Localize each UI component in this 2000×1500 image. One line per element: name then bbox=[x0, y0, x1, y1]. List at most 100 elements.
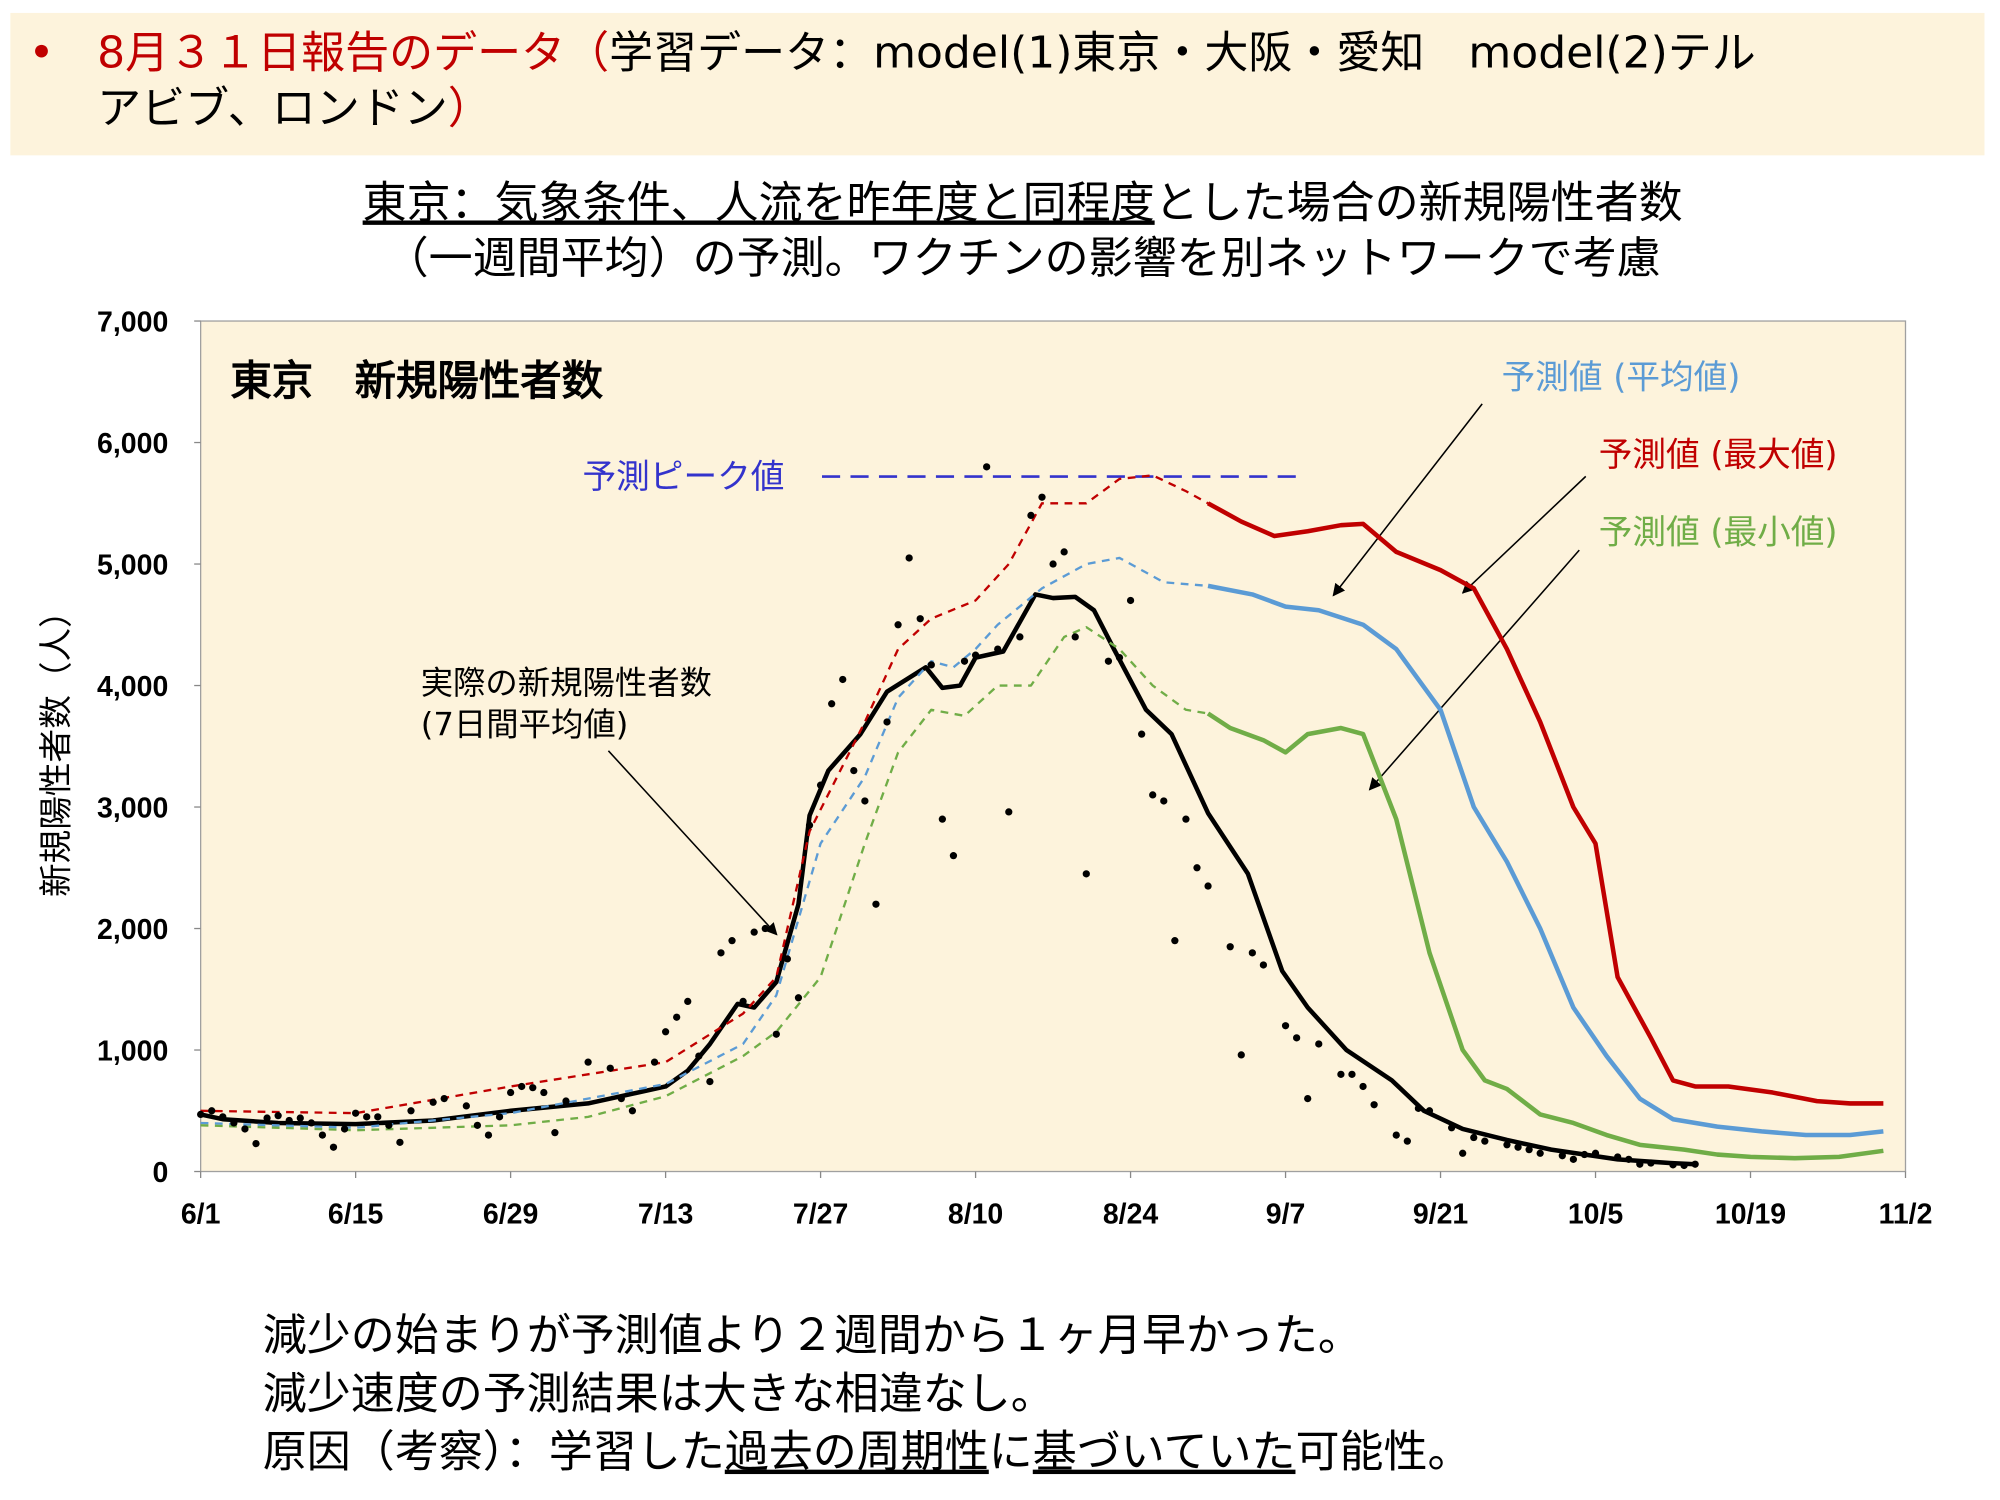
data-point bbox=[1315, 1040, 1323, 1048]
arrow bbox=[1461, 475, 1587, 594]
data-point bbox=[1470, 1133, 1478, 1142]
data-point bbox=[1160, 797, 1168, 805]
data-point bbox=[1481, 1137, 1489, 1145]
data-point bbox=[562, 1097, 570, 1105]
data-point bbox=[407, 1107, 415, 1115]
note-text-part: 減少速度の予測結果は大きな相違なし。 bbox=[263, 1368, 1055, 1419]
data-point bbox=[861, 797, 869, 805]
data-point bbox=[839, 675, 847, 684]
data-point bbox=[374, 1113, 382, 1121]
data-point bbox=[208, 1107, 216, 1115]
data-point bbox=[1425, 1107, 1434, 1115]
data-point bbox=[872, 900, 880, 908]
data-point bbox=[318, 1131, 327, 1139]
data-point bbox=[661, 1028, 670, 1036]
chart-subtitle-part: とした場合の新規陽性者数 bbox=[1155, 177, 1683, 228]
data-point bbox=[396, 1138, 404, 1146]
data-point bbox=[1149, 791, 1157, 799]
data-point bbox=[927, 661, 935, 669]
data-point bbox=[1049, 560, 1057, 568]
header-text: アビブ、ロンドン） bbox=[97, 83, 492, 134]
series-line-dashed bbox=[200, 626, 1209, 1132]
note-text: 原因（考察）：学習した過去の周期性に基づいていた可能性。 bbox=[263, 1427, 1472, 1478]
data-point bbox=[1503, 1141, 1511, 1149]
data-point bbox=[794, 994, 803, 1002]
data-point bbox=[1104, 657, 1113, 665]
data-point bbox=[673, 1013, 681, 1021]
data-point bbox=[1414, 1104, 1423, 1112]
data-point bbox=[540, 1088, 548, 1097]
data-point bbox=[296, 1114, 304, 1122]
data-point bbox=[1237, 1051, 1245, 1059]
data-point bbox=[1591, 1149, 1600, 1157]
data-point bbox=[1625, 1155, 1633, 1163]
data-point bbox=[1459, 1149, 1467, 1157]
data-point bbox=[1281, 1022, 1290, 1030]
data-point bbox=[706, 1077, 714, 1086]
x-tick-label: 11/2 bbox=[1879, 1198, 1933, 1230]
plot-area bbox=[199, 320, 1907, 1173]
data-point bbox=[650, 1058, 659, 1066]
header-text-part: 学習データ：model(1)東京・大阪・愛知 model(2)テル bbox=[609, 27, 1756, 78]
note-text: 減少速度の予測結果は大きな相違なし。 bbox=[263, 1368, 1055, 1419]
series-line bbox=[1206, 711, 1884, 1161]
data-point bbox=[617, 1094, 625, 1103]
x-tick-label: 6/29 bbox=[483, 1198, 538, 1230]
data-point bbox=[739, 997, 747, 1006]
y-tick-label: 2,000 bbox=[97, 914, 168, 946]
data-point bbox=[285, 1116, 293, 1125]
note-text-part: 原因（考察）：学習した bbox=[263, 1427, 725, 1478]
data-point bbox=[241, 1125, 249, 1133]
data-point bbox=[1403, 1137, 1411, 1145]
y-tick-label: 6,000 bbox=[97, 428, 168, 460]
data-point bbox=[1226, 943, 1234, 951]
arrow bbox=[607, 750, 778, 936]
note-text-part: に bbox=[989, 1427, 1033, 1478]
data-point bbox=[1248, 949, 1256, 957]
data-point bbox=[750, 928, 758, 936]
data-point bbox=[828, 700, 836, 708]
x-tick-label: 9/21 bbox=[1413, 1198, 1469, 1230]
data-point bbox=[197, 1110, 205, 1119]
chart-subtitle: 東京：気象条件、人流を昨年度と同程度とした場合の新規陽性者数 bbox=[363, 177, 1683, 228]
header-text: 8月３１日報告のデータ（学習データ：model(1)東京・大阪・愛知 model… bbox=[97, 27, 1756, 78]
series-label: 実際の新規陽性者数 bbox=[421, 664, 712, 702]
x-tick-label: 9/7 bbox=[1266, 1198, 1306, 1230]
y-tick-label: 5,000 bbox=[97, 549, 168, 581]
data-point bbox=[363, 1113, 371, 1121]
y-tick-label: 7,000 bbox=[97, 306, 168, 338]
data-point bbox=[1337, 1070, 1345, 1078]
data-point bbox=[1691, 1160, 1699, 1168]
data-point bbox=[883, 718, 891, 726]
note-text-part: 基づいていた bbox=[1033, 1427, 1296, 1478]
data-point bbox=[263, 1114, 271, 1122]
data-point bbox=[1669, 1161, 1677, 1169]
data-point bbox=[1016, 633, 1024, 641]
data-point bbox=[1370, 1101, 1378, 1109]
data-point bbox=[1027, 511, 1035, 520]
data-point bbox=[1580, 1150, 1589, 1159]
series-line-dashed bbox=[200, 556, 1209, 1129]
data-point bbox=[506, 1088, 515, 1097]
data-point bbox=[695, 1052, 703, 1060]
chart-title: 東京 新規陽性者数 bbox=[230, 357, 603, 405]
data-point bbox=[1447, 1124, 1456, 1132]
data-point bbox=[1348, 1070, 1356, 1078]
data-point bbox=[783, 955, 792, 963]
note-text-part: 可能性。 bbox=[1295, 1427, 1471, 1478]
data-point bbox=[1126, 596, 1135, 605]
data-point bbox=[329, 1143, 338, 1151]
series-label: (7日間平均値) bbox=[421, 705, 629, 743]
data-point bbox=[1680, 1161, 1688, 1170]
header-text-part: アビブ、ロンドン bbox=[97, 83, 448, 134]
data-point bbox=[518, 1082, 526, 1091]
data-point bbox=[1514, 1143, 1522, 1151]
series-line-dashed bbox=[200, 474, 1209, 1115]
data-point bbox=[983, 463, 991, 471]
x-tick-label: 8/10 bbox=[948, 1198, 1003, 1230]
data-point bbox=[805, 821, 814, 829]
data-point bbox=[429, 1098, 437, 1106]
chart-subtitle-part: （一週間平均）の予測。ワクチンの影響を別ネットワークで考慮 bbox=[385, 233, 1661, 284]
data-point bbox=[850, 766, 858, 775]
